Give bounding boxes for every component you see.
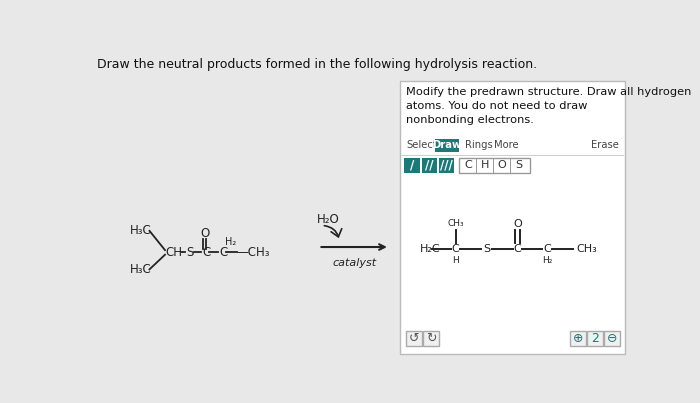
Text: C: C	[464, 160, 472, 170]
Text: C: C	[219, 246, 228, 259]
Text: S: S	[516, 160, 523, 170]
Text: //: //	[425, 159, 433, 172]
Text: ⊕: ⊕	[573, 332, 583, 345]
Text: H₂: H₂	[542, 256, 552, 266]
Text: Select: Select	[406, 139, 437, 150]
Text: H₃C: H₃C	[130, 263, 152, 276]
Text: catalyst: catalyst	[332, 258, 376, 268]
FancyBboxPatch shape	[423, 331, 439, 346]
FancyBboxPatch shape	[435, 139, 458, 152]
Text: /: /	[410, 159, 414, 172]
Text: Rings: Rings	[465, 139, 493, 150]
FancyBboxPatch shape	[587, 331, 603, 346]
Text: O: O	[498, 160, 507, 170]
Text: O: O	[200, 226, 209, 240]
Text: H₂C: H₂C	[420, 243, 440, 253]
Text: C: C	[514, 243, 522, 253]
FancyBboxPatch shape	[604, 331, 620, 346]
Text: CH: CH	[165, 246, 182, 259]
Text: O: O	[513, 219, 522, 229]
Text: H: H	[452, 256, 459, 266]
Text: C: C	[202, 246, 211, 259]
FancyBboxPatch shape	[421, 158, 437, 173]
FancyBboxPatch shape	[439, 158, 454, 173]
Text: C: C	[452, 243, 459, 253]
Text: Modify the predrawn structure. Draw all hydrogen
atoms. You do not need to draw
: Modify the predrawn structure. Draw all …	[406, 87, 692, 125]
Text: H₂O: H₂O	[316, 213, 339, 226]
Text: More: More	[494, 139, 519, 150]
Text: H: H	[481, 160, 489, 170]
Text: ///: ///	[440, 159, 453, 172]
Text: S: S	[483, 243, 490, 253]
FancyArrowPatch shape	[324, 226, 342, 237]
FancyBboxPatch shape	[405, 158, 420, 173]
Text: Draw: Draw	[433, 140, 462, 150]
Text: Erase: Erase	[591, 139, 618, 150]
Text: ⊖: ⊖	[607, 332, 617, 345]
Text: 2: 2	[592, 332, 599, 345]
Text: Draw the neutral products formed in the following hydrolysis reaction.: Draw the neutral products formed in the …	[97, 58, 537, 71]
FancyBboxPatch shape	[406, 331, 421, 346]
Text: ↻: ↻	[426, 332, 436, 345]
Text: S: S	[187, 246, 194, 259]
Text: C: C	[543, 243, 551, 253]
Text: H₃C: H₃C	[130, 224, 152, 237]
Text: ↺: ↺	[409, 332, 419, 345]
Text: —CH₃: —CH₃	[237, 246, 270, 259]
Text: H₂: H₂	[225, 237, 236, 247]
FancyBboxPatch shape	[400, 81, 624, 354]
Text: CH₃: CH₃	[447, 219, 464, 229]
Text: CH₃: CH₃	[577, 243, 597, 253]
FancyBboxPatch shape	[458, 158, 530, 173]
FancyBboxPatch shape	[570, 331, 586, 346]
